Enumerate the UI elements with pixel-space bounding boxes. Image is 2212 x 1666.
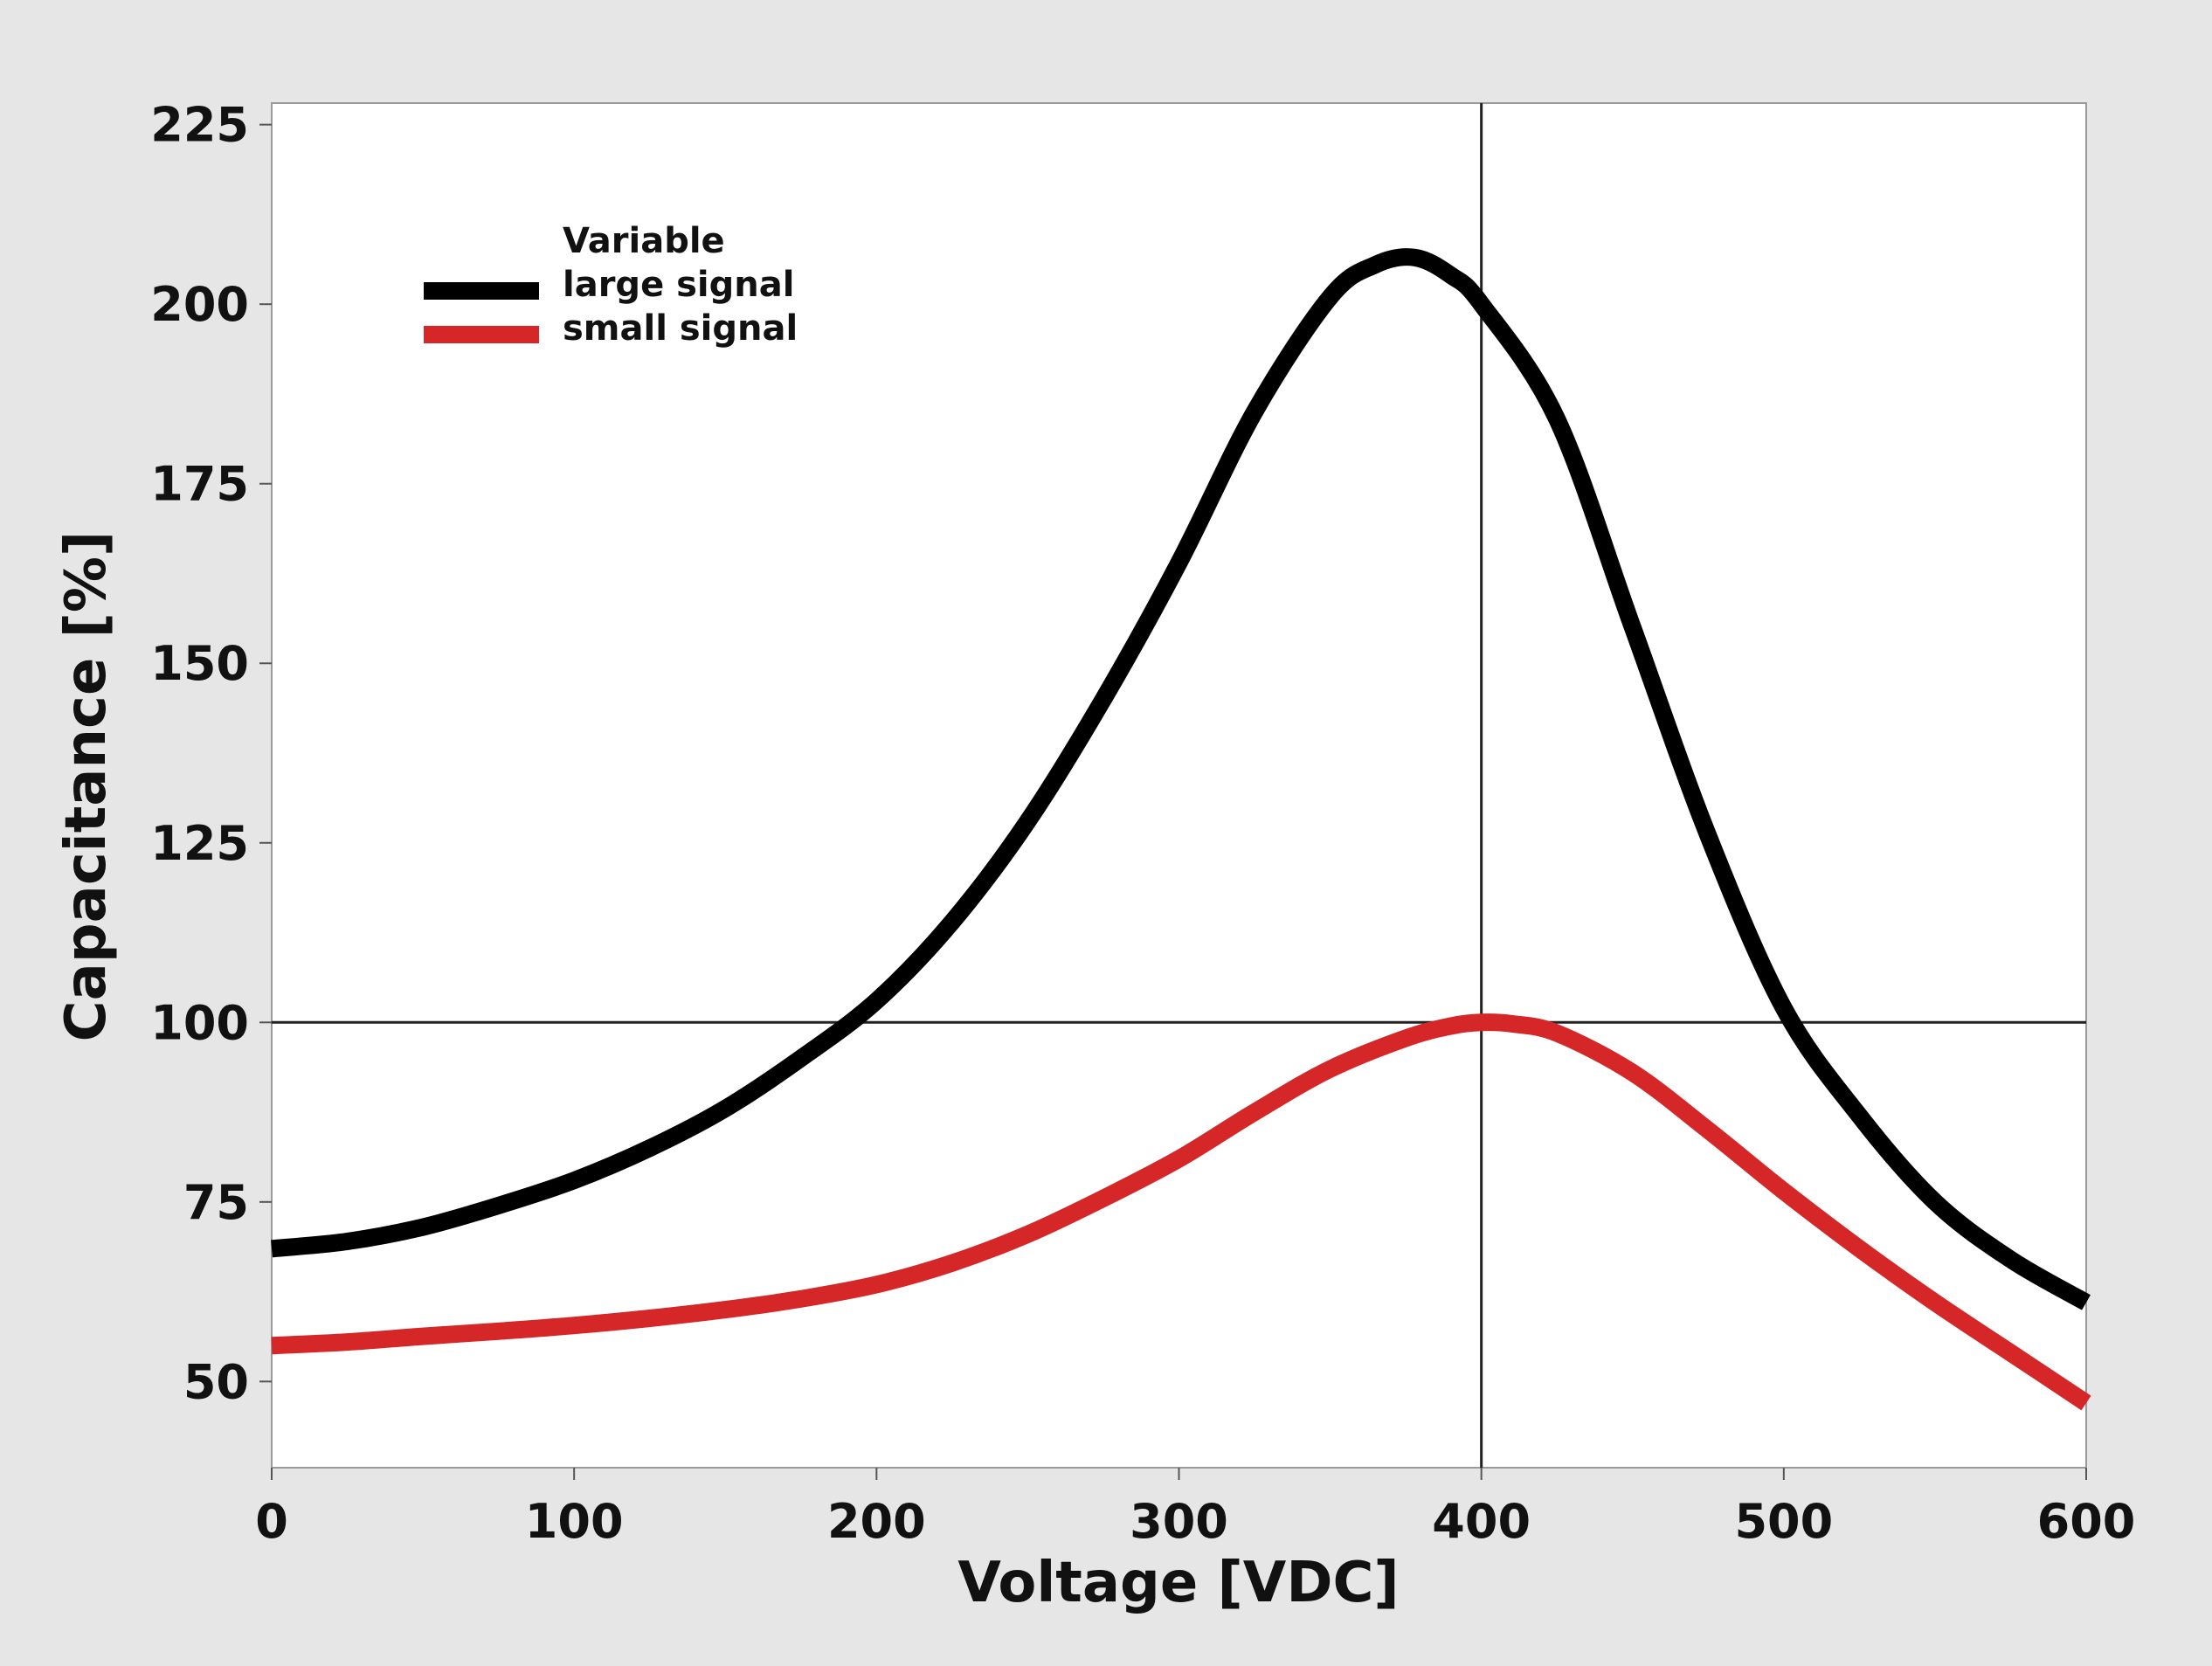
legend-title: Variable [563,221,725,261]
y-tick-label: 50 [183,1354,249,1409]
x-axis: 0 100 200 300 400 500 600 [255,1468,2135,1549]
x-tick-label: 500 [1734,1494,1833,1549]
x-axis-title: Voltage [VDC] [957,1551,1399,1615]
y-tick-label: 200 [150,277,249,332]
y-tick-label: 125 [150,816,249,871]
y-tick-label: 175 [150,457,249,512]
plot-area [271,102,2087,1469]
x-tick-label: 300 [1130,1494,1228,1549]
series-line-small-signal [271,1013,2091,1411]
y-tick-label: 75 [183,1175,249,1230]
legend-label-small-signal: small signal [563,308,798,349]
x-tick-label: 100 [525,1494,624,1549]
legend: Variable large signal small signal [424,221,798,349]
y-tick-label: 100 [150,995,249,1050]
legend-label-large-signal: large signal [563,265,794,305]
series-line-large-signal [271,248,2091,1310]
y-tick-label: 150 [150,636,249,691]
y-axis: 50 75 100 125 150 175 200 225 [150,98,272,1409]
x-tick-label: 400 [1432,1494,1531,1549]
x-tick-label: 0 [255,1494,288,1549]
series-layer [271,248,2091,1411]
y-tick-label: 225 [150,98,249,153]
x-tick-label: 600 [2037,1494,2136,1549]
y-axis-title: Capacitance [%] [54,531,119,1042]
x-tick-label: 200 [827,1494,926,1549]
